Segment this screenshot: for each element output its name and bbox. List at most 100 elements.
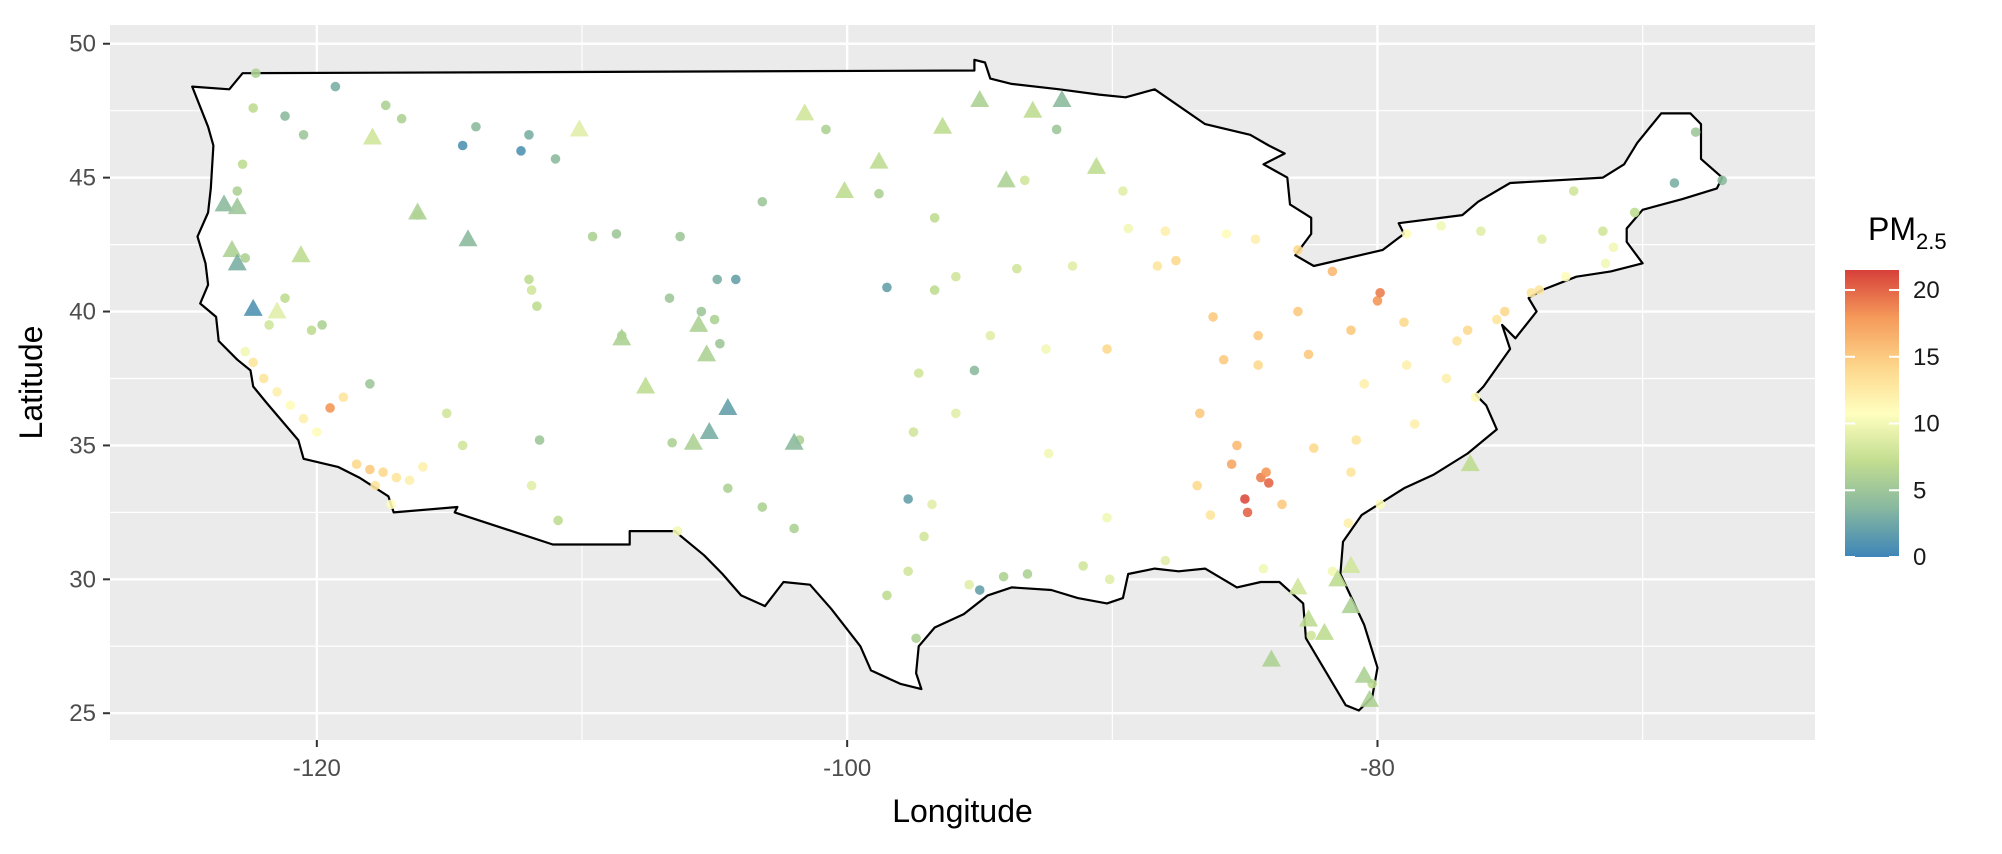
monitor-point-circle	[251, 68, 261, 79]
monitor-point-circle	[1375, 287, 1385, 298]
monitor-point-triangle	[243, 298, 263, 316]
monitor-point-circle	[280, 111, 290, 121]
monitor-point-circle	[396, 113, 407, 124]
monitor-point-circle	[532, 301, 542, 311]
monitor-points	[214, 68, 1727, 707]
monitor-point-circle	[1346, 325, 1356, 336]
monitor-point-circle	[985, 330, 996, 341]
monitor-point-circle	[365, 464, 375, 475]
monitor-point-triangle	[699, 422, 719, 440]
monitor-point-circle	[1327, 266, 1338, 277]
monitor-point-triangle	[996, 170, 1016, 188]
monitor-point-circle	[1669, 178, 1680, 188]
legend-tick-label: 20	[1913, 277, 1940, 304]
monitor-point-triangle	[408, 202, 428, 220]
monitor-point-circle	[1263, 478, 1274, 488]
monitor-point-circle	[998, 571, 1009, 582]
monitor-point-circle	[1226, 459, 1237, 469]
legend-colorbar	[1845, 270, 1899, 557]
y-tick-label: 40	[69, 299, 96, 326]
monitor-point-circle	[1258, 563, 1269, 574]
monitor-point-triangle	[1341, 555, 1361, 573]
monitor-point-circle	[1253, 360, 1263, 370]
monitor-point-circle	[1218, 354, 1229, 365]
monitor-point-triangle	[795, 103, 815, 121]
monitor-point-circle	[1195, 408, 1205, 419]
monitor-point-circle	[418, 462, 428, 472]
monitor-point-circle	[258, 373, 269, 384]
monitor-point-triangle	[1023, 100, 1043, 118]
monitor-point-circle	[1327, 566, 1338, 577]
monitor-point-circle	[248, 103, 258, 113]
monitor-point-circle	[1717, 175, 1727, 186]
monitor-point-circle	[874, 188, 884, 199]
monitor-point-circle	[882, 590, 892, 601]
monitor-point-circle	[1102, 512, 1112, 523]
monitor-point-triangle	[683, 432, 703, 450]
legend-ticks: 0 5 10 15 20	[1845, 277, 1940, 571]
monitor-point-circle	[1306, 630, 1316, 641]
monitor-point-circle	[298, 413, 309, 424]
monitor-point-circle	[370, 480, 380, 491]
monitor-point-circle	[1221, 229, 1232, 239]
monitor-point-circle	[1401, 360, 1412, 370]
monitor-point-circle	[1242, 507, 1253, 518]
monitor-point-circle	[457, 440, 468, 451]
monitor-point-circle	[1171, 255, 1181, 266]
monitor-point-circle	[675, 231, 685, 242]
monitor-point-circle	[312, 427, 322, 437]
monitor-point-triangle	[1341, 596, 1361, 614]
monitor-point-circle	[903, 494, 913, 504]
monitor-point-circle	[1375, 499, 1385, 510]
x-tick-label: -120	[293, 755, 341, 782]
monitor-point-circle	[1372, 296, 1383, 306]
monitor-point-circle	[1534, 285, 1545, 295]
monitor-point-circle	[927, 499, 937, 510]
monitor-point-triangle	[569, 119, 589, 137]
monitor-point-circle	[882, 282, 892, 293]
monitor-point-circle	[1537, 234, 1547, 245]
monitor-point-circle	[365, 379, 375, 389]
monitor-point-triangle	[636, 376, 656, 394]
monitor-point-circle	[587, 231, 598, 242]
monitor-point-circle	[1608, 242, 1619, 253]
monitor-point-circle	[1399, 317, 1409, 328]
monitor-point-triangle	[1052, 89, 1072, 107]
monitor-point-circle	[1012, 263, 1022, 274]
monitor-point-circle	[298, 129, 309, 140]
monitor-point-circle	[715, 338, 725, 349]
monitor-point-circle	[1303, 349, 1314, 360]
monitor-point-circle	[306, 325, 317, 336]
monitor-point-circle	[351, 459, 362, 469]
monitor-point-triangle	[1299, 609, 1319, 627]
monitor-point-circle	[951, 408, 961, 419]
monitor-point-circle	[317, 320, 327, 330]
monitor-point-circle	[1690, 127, 1701, 137]
monitor-point-circle	[789, 523, 799, 534]
monitor-point-circle	[903, 566, 913, 577]
monitor-point-triangle	[227, 197, 247, 215]
monitor-point-circle	[1401, 229, 1412, 239]
monitor-point-circle	[929, 285, 940, 295]
monitor-point-circle	[1261, 467, 1271, 478]
monitor-point-circle	[1232, 440, 1242, 451]
monitor-point-circle	[1499, 306, 1510, 317]
monitor-point-circle	[404, 475, 415, 486]
monitor-point-circle	[1359, 379, 1370, 389]
monitor-point-circle	[929, 213, 940, 223]
monitor-point-circle	[723, 483, 733, 494]
monitor-point-circle	[1051, 124, 1062, 135]
monitor-point-circle	[1436, 221, 1446, 231]
monitor-point-triangle	[697, 344, 717, 362]
monitor-point-triangle	[1086, 156, 1106, 174]
monitor-point-circle	[712, 274, 723, 285]
monitor-point-circle	[709, 314, 720, 325]
monitor-point-circle	[325, 403, 335, 413]
monitor-point-circle	[457, 140, 468, 151]
x-tick-label: -80	[1360, 755, 1395, 782]
monitor-point-triangle	[1288, 577, 1308, 595]
monitor-point-circle	[1205, 510, 1216, 520]
monitor-point-circle	[1118, 186, 1128, 196]
monitor-point-triangle	[1460, 454, 1480, 472]
monitor-point-circle	[240, 253, 251, 263]
